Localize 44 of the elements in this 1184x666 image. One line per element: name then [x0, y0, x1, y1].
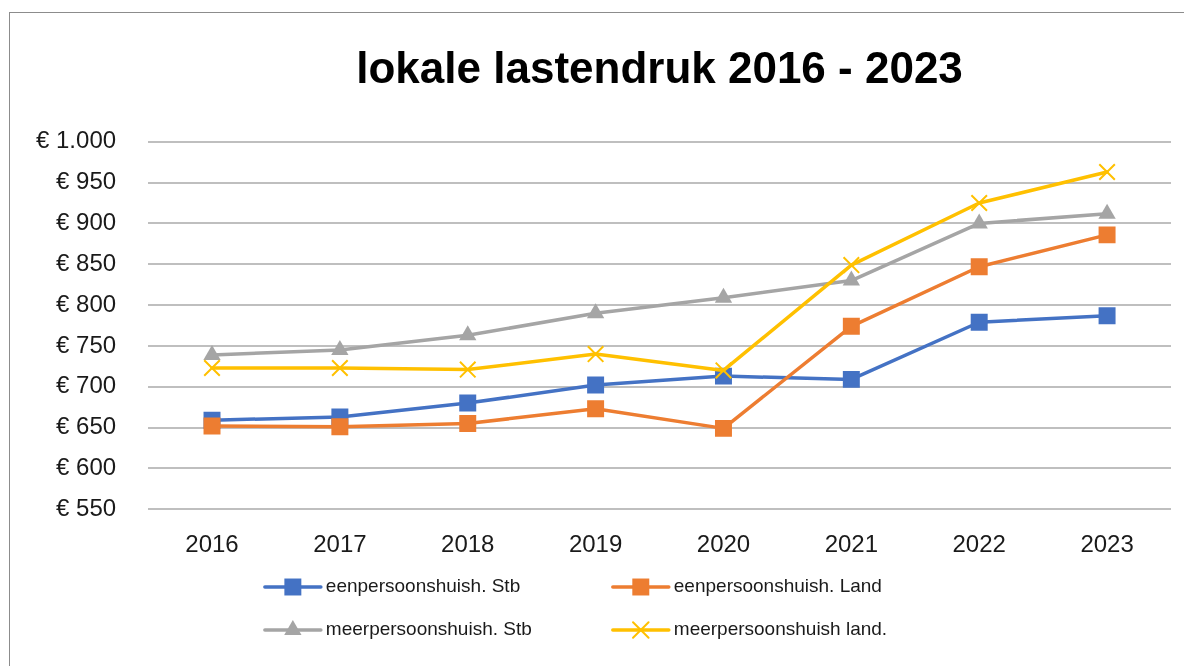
point	[842, 370, 860, 388]
legend-label: eenpersoonshuish. Land	[673, 575, 882, 597]
y-tick-label: € 900	[56, 208, 117, 236]
point	[1098, 163, 1116, 181]
point	[1098, 307, 1116, 325]
legend-label: meerpersoonshuish land.	[673, 618, 888, 640]
point	[587, 376, 605, 394]
y-tick-label: € 850	[56, 248, 117, 276]
x-tick-label: 2023	[1080, 530, 1134, 558]
point	[331, 418, 349, 436]
x-tick-label: 2020	[696, 530, 751, 558]
y-tick-label: € 700	[56, 371, 117, 399]
point	[458, 360, 477, 379]
point	[714, 361, 733, 380]
y-tick-label: € 550	[56, 493, 117, 521]
y-tick-label: € 600	[56, 453, 117, 480]
point	[459, 414, 477, 432]
point	[842, 317, 860, 335]
point	[842, 256, 861, 274]
y-tick-label: € 650	[56, 412, 117, 440]
point	[203, 417, 221, 435]
legend-label: meerpersoonshuish. Stb	[325, 618, 532, 640]
x-tick-label: 2018	[441, 530, 495, 558]
y-tick-label: € 1.000	[36, 126, 117, 154]
point	[203, 359, 221, 377]
point	[714, 419, 732, 437]
x-tick-label: 2019	[568, 530, 623, 558]
x-tick-label: 2016	[185, 530, 239, 558]
x-tick-label: 2022	[952, 530, 1006, 558]
x-tick-label: 2021	[824, 530, 879, 558]
point	[970, 194, 988, 212]
y-tick-label: € 950	[56, 167, 117, 195]
x-tick-label: 2017	[313, 530, 367, 558]
chart-title: lokale lastendruk 2016 - 2023	[356, 42, 963, 92]
point	[587, 400, 605, 418]
point	[459, 394, 477, 412]
point	[1098, 226, 1116, 244]
point	[586, 345, 605, 363]
point	[970, 258, 988, 276]
point	[970, 313, 988, 331]
y-tick-label: € 750	[56, 330, 117, 358]
legend-label: eenpersoonshuish. Stb	[325, 575, 521, 597]
point	[331, 359, 349, 377]
y-tick-label: € 800	[56, 289, 117, 317]
